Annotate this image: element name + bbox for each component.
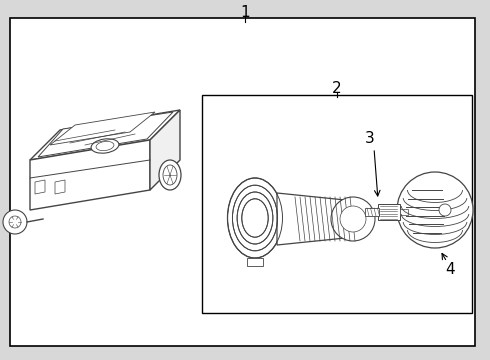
Text: 2: 2	[332, 81, 342, 95]
Ellipse shape	[159, 160, 181, 190]
Ellipse shape	[227, 178, 283, 258]
Circle shape	[439, 204, 451, 216]
Circle shape	[331, 197, 375, 241]
Text: 1: 1	[240, 5, 250, 19]
Bar	[378, 204, 400, 220]
Polygon shape	[50, 112, 155, 145]
Polygon shape	[30, 110, 180, 160]
Bar	[400, 209, 408, 215]
Circle shape	[9, 216, 21, 228]
Polygon shape	[30, 140, 150, 210]
Polygon shape	[277, 193, 355, 245]
Circle shape	[3, 210, 27, 234]
Text: 4: 4	[445, 262, 455, 278]
Ellipse shape	[163, 165, 177, 185]
Bar	[247, 258, 263, 266]
Polygon shape	[150, 110, 180, 190]
Polygon shape	[55, 180, 65, 194]
Polygon shape	[38, 112, 173, 157]
Bar	[365, 208, 379, 216]
Circle shape	[340, 206, 366, 232]
Ellipse shape	[91, 139, 119, 153]
Text: 3: 3	[365, 131, 375, 145]
Circle shape	[397, 172, 473, 248]
Polygon shape	[35, 180, 45, 194]
Bar	[202, 95, 472, 313]
Ellipse shape	[96, 141, 114, 150]
